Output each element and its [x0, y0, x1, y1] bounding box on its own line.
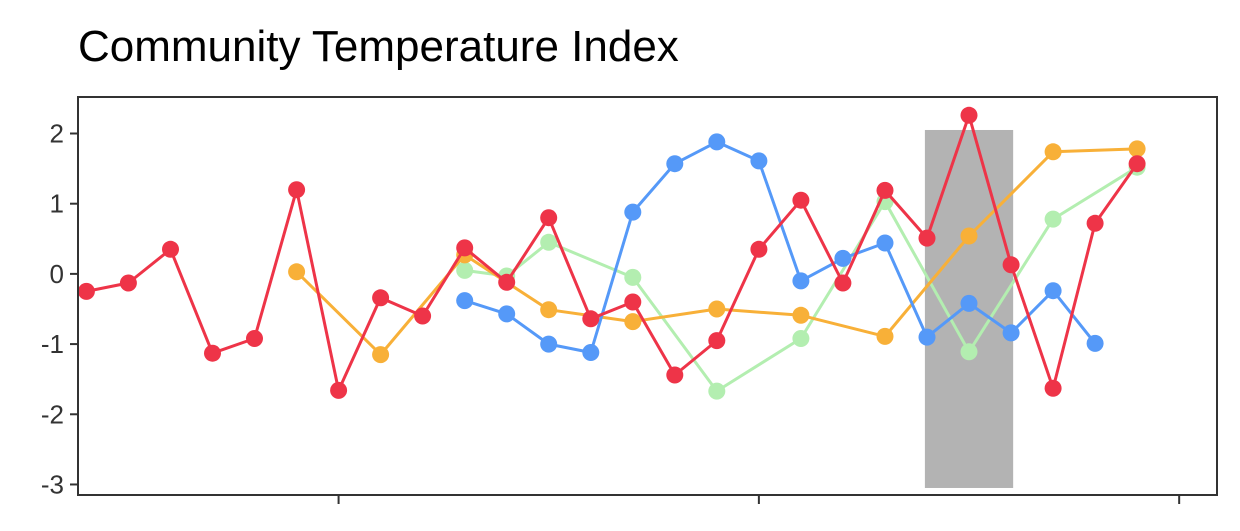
data-point — [708, 300, 726, 318]
data-point — [1086, 334, 1104, 352]
data-point — [540, 301, 558, 319]
data-point — [834, 249, 852, 267]
data-point — [624, 293, 642, 311]
data-point — [1128, 140, 1146, 158]
series-layer — [77, 106, 1146, 400]
y-tick-label: 0 — [50, 259, 64, 289]
series-1 — [456, 158, 1146, 400]
data-point — [456, 261, 474, 279]
data-point — [960, 294, 978, 312]
series-3 — [456, 133, 1104, 361]
data-point — [1128, 155, 1146, 173]
data-point — [246, 330, 263, 347]
data-point — [1044, 379, 1062, 397]
data-point — [960, 343, 978, 361]
data-point — [288, 181, 306, 199]
data-point — [456, 239, 474, 257]
data-point — [119, 274, 137, 292]
axis-layer: 2 1 0 -1 -2 -3 — [41, 119, 1181, 504]
data-point — [624, 268, 642, 286]
data-point — [330, 381, 348, 399]
data-point — [834, 274, 852, 292]
plot-border — [77, 96, 1218, 496]
series-4 — [77, 106, 1146, 399]
data-point — [1086, 214, 1104, 232]
data-point — [876, 327, 894, 345]
data-point — [792, 191, 810, 209]
y-tick-label: 1 — [50, 189, 64, 219]
series-line — [463, 165, 1139, 393]
data-point — [960, 106, 978, 124]
data-point — [918, 229, 936, 247]
data-point — [1002, 324, 1020, 342]
data-point — [540, 209, 558, 227]
data-point — [918, 328, 936, 346]
data-point — [792, 330, 810, 347]
data-point — [876, 234, 894, 252]
data-point — [540, 335, 558, 353]
data-point — [876, 181, 894, 199]
data-point — [204, 344, 221, 362]
data-point — [708, 382, 726, 400]
y-tick-label: -1 — [41, 329, 64, 359]
series-line — [463, 140, 1097, 354]
data-point — [77, 282, 95, 300]
y-tick-label: 2 — [50, 119, 64, 149]
series-2 — [288, 140, 1146, 364]
data-point — [1002, 256, 1020, 274]
data-point — [708, 133, 726, 151]
data-point — [624, 313, 642, 331]
data-point — [666, 366, 684, 384]
data-point — [750, 152, 768, 170]
data-point — [456, 292, 474, 310]
data-point — [666, 155, 684, 173]
data-point — [582, 344, 600, 361]
y-tick-label: -3 — [41, 469, 64, 499]
data-point — [624, 203, 642, 221]
data-point — [1044, 210, 1062, 228]
y-tick-label: -2 — [41, 399, 64, 429]
data-point — [414, 307, 432, 325]
data-point — [498, 273, 516, 291]
data-point — [750, 240, 768, 258]
data-point — [960, 227, 978, 245]
data-point — [498, 305, 516, 323]
data-point — [792, 306, 810, 324]
data-point — [162, 240, 179, 258]
chart-title: Community Temperature Index — [78, 22, 679, 71]
data-point — [288, 263, 306, 281]
data-point — [372, 346, 390, 364]
data-point — [372, 289, 390, 307]
data-point — [1044, 282, 1062, 300]
data-point — [1044, 143, 1062, 161]
series-line — [84, 113, 1139, 392]
data-point — [582, 310, 600, 328]
data-point — [792, 272, 810, 290]
data-point — [540, 233, 558, 251]
data-point — [708, 332, 726, 350]
